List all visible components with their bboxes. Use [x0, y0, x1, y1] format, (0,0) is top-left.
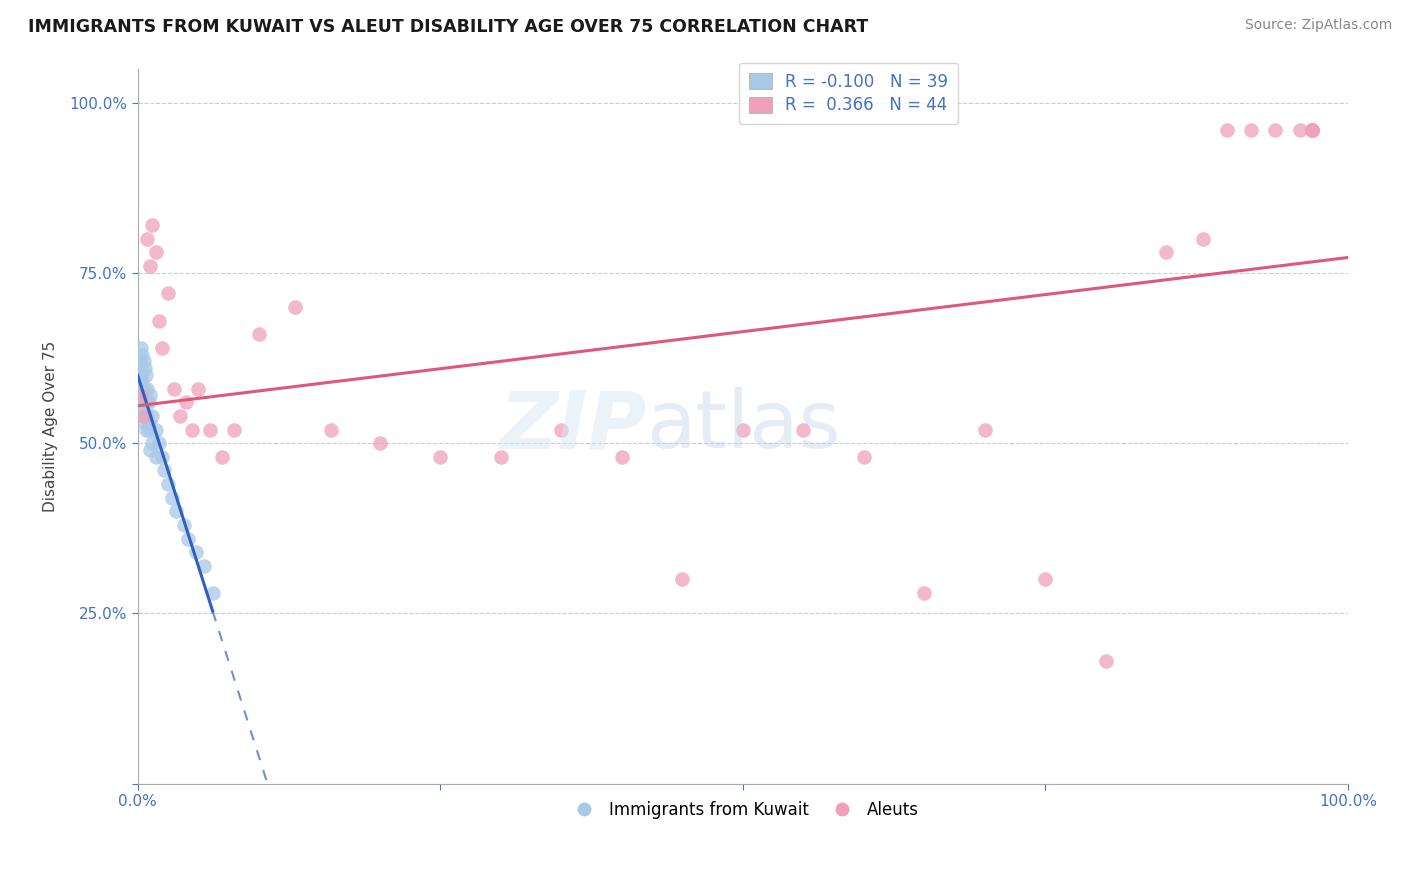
Point — [489, 450, 512, 464]
Point — [129, 368, 152, 382]
Point — [153, 463, 176, 477]
Point — [136, 232, 159, 246]
Point — [129, 388, 152, 402]
Point — [148, 313, 170, 327]
Point — [145, 423, 167, 437]
Point — [131, 348, 153, 362]
Point — [131, 402, 153, 417]
Point — [138, 395, 160, 409]
Point — [134, 361, 156, 376]
Point — [610, 450, 633, 464]
Point — [160, 491, 183, 505]
Point — [163, 382, 186, 396]
Point — [148, 436, 170, 450]
Point — [139, 259, 162, 273]
Text: atlas: atlas — [645, 387, 841, 465]
Point — [131, 375, 153, 389]
Point — [184, 545, 207, 559]
Point — [224, 423, 246, 437]
Point — [671, 573, 693, 587]
Point — [136, 382, 159, 396]
Point — [1301, 123, 1323, 137]
Point — [141, 436, 163, 450]
Point — [792, 423, 814, 437]
Point — [200, 423, 222, 437]
Point — [132, 409, 155, 423]
Point — [284, 300, 307, 314]
Point — [1288, 123, 1310, 137]
Point — [1095, 654, 1118, 668]
Text: Source: ZipAtlas.com: Source: ZipAtlas.com — [1244, 18, 1392, 32]
Point — [1301, 123, 1323, 137]
Point — [211, 450, 233, 464]
Point — [145, 450, 167, 464]
Point — [247, 327, 270, 342]
Point — [156, 477, 179, 491]
Point — [1035, 573, 1057, 587]
Point — [139, 416, 162, 430]
Point — [150, 450, 173, 464]
Point — [321, 423, 343, 437]
Point — [139, 442, 162, 457]
Point — [139, 388, 162, 402]
Point — [187, 382, 209, 396]
Point — [973, 423, 995, 437]
Point — [135, 423, 157, 437]
Point — [145, 245, 167, 260]
Point — [135, 368, 157, 382]
Point — [150, 341, 173, 355]
Point — [132, 382, 155, 396]
Point — [1156, 245, 1178, 260]
Point — [169, 409, 191, 423]
Point — [1301, 123, 1323, 137]
Point — [134, 388, 156, 402]
Point — [550, 423, 572, 437]
Point — [912, 586, 935, 600]
Point — [1301, 123, 1323, 137]
Point — [173, 517, 195, 532]
Point — [181, 423, 204, 437]
Point — [174, 395, 197, 409]
Point — [1264, 123, 1286, 137]
Point — [132, 354, 155, 368]
Point — [429, 450, 451, 464]
Point — [129, 341, 152, 355]
Point — [129, 382, 152, 396]
Point — [141, 409, 163, 423]
Point — [201, 586, 224, 600]
Point — [1191, 232, 1213, 246]
Point — [368, 436, 391, 450]
Point — [156, 286, 179, 301]
Text: ZIP: ZIP — [499, 387, 645, 465]
Point — [165, 504, 187, 518]
Point — [731, 423, 754, 437]
Y-axis label: Disability Age Over 75: Disability Age Over 75 — [44, 341, 58, 512]
Point — [129, 395, 152, 409]
Point — [193, 558, 215, 573]
Point — [134, 416, 156, 430]
Point — [1301, 123, 1323, 137]
Point — [852, 450, 875, 464]
Point — [1216, 123, 1239, 137]
Point — [129, 354, 152, 368]
Point — [177, 532, 200, 546]
Point — [138, 423, 160, 437]
Point — [141, 218, 163, 232]
Point — [135, 395, 157, 409]
Point — [132, 409, 155, 423]
Legend: Immigrants from Kuwait, Aleuts: Immigrants from Kuwait, Aleuts — [560, 794, 925, 825]
Point — [1240, 123, 1263, 137]
Text: IMMIGRANTS FROM KUWAIT VS ALEUT DISABILITY AGE OVER 75 CORRELATION CHART: IMMIGRANTS FROM KUWAIT VS ALEUT DISABILI… — [28, 18, 869, 36]
Point — [136, 409, 159, 423]
